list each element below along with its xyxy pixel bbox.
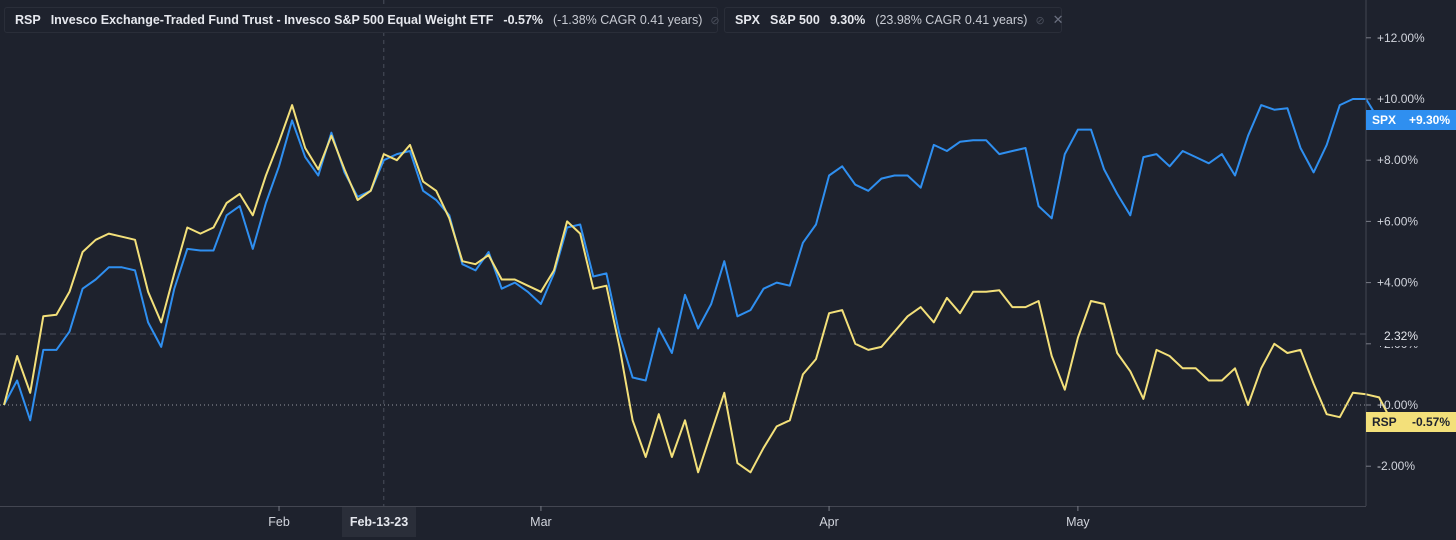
- y-tick-label: +6.00%: [1377, 214, 1418, 228]
- spx-price-label: SPX +9.30%: [1366, 110, 1456, 131]
- y-tick-label: +4.00%: [1377, 276, 1418, 290]
- spx-change: 9.30%: [829, 13, 866, 27]
- x-tick-label: May: [1066, 515, 1090, 529]
- series-line-rsp: [3, 104, 1394, 474]
- y-tick-label: +12.00%: [1377, 31, 1425, 45]
- y-tick-label: +0.00%: [1377, 398, 1418, 412]
- rsp-change: -0.57%: [503, 13, 544, 27]
- axis-layer: -2.00%+0.00%+2.00%+4.00%+6.00%+8.00%+10.…: [0, 0, 1425, 529]
- x-tick-label: Mar: [530, 515, 552, 529]
- eye-slash-icon[interactable]: ⊘: [710, 14, 720, 27]
- crosshair-date-label: Feb-13-23: [342, 507, 416, 537]
- series-line-spx: [3, 98, 1380, 422]
- rsp-price-symbol: RSP: [1372, 415, 1397, 430]
- series-layer: [3, 98, 1394, 474]
- rsp-price-label: RSP -0.57%: [1366, 412, 1456, 433]
- y-tick-label: +8.00%: [1377, 153, 1418, 167]
- spx-symbol: SPX: [735, 13, 761, 27]
- y-tick-label: -2.00%: [1377, 459, 1415, 473]
- spx-price-value: +9.30%: [1408, 113, 1450, 128]
- legend-spx[interactable]: SPX S&P 500 9.30% (23.98% CAGR 0.41 year…: [724, 7, 1064, 33]
- spx-cagr: (23.98% CAGR 0.41 years): [875, 13, 1028, 27]
- reference-lines: [0, 0, 1366, 506]
- rsp-name: Invesco Exchange-Traded Fund Trust - Inv…: [50, 13, 494, 27]
- rsp-cagr: (-1.38% CAGR 0.41 years): [553, 13, 703, 27]
- rsp-price-value: -0.57%: [1411, 415, 1450, 430]
- x-tick-label: Feb: [268, 515, 290, 529]
- rsp-symbol: RSP: [15, 13, 41, 27]
- spx-name: S&P 500: [770, 13, 820, 27]
- close-icon[interactable]: ✕: [1052, 12, 1064, 27]
- spx-price-symbol: SPX: [1372, 113, 1397, 128]
- reference-line-label: 2.32%: [1372, 326, 1452, 346]
- x-tick-label: Apr: [819, 515, 838, 529]
- eye-slash-icon[interactable]: ⊘: [1035, 14, 1045, 27]
- legend-rsp[interactable]: RSP Invesco Exchange-Traded Fund Trust -…: [4, 7, 739, 33]
- y-tick-label: +10.00%: [1377, 92, 1425, 106]
